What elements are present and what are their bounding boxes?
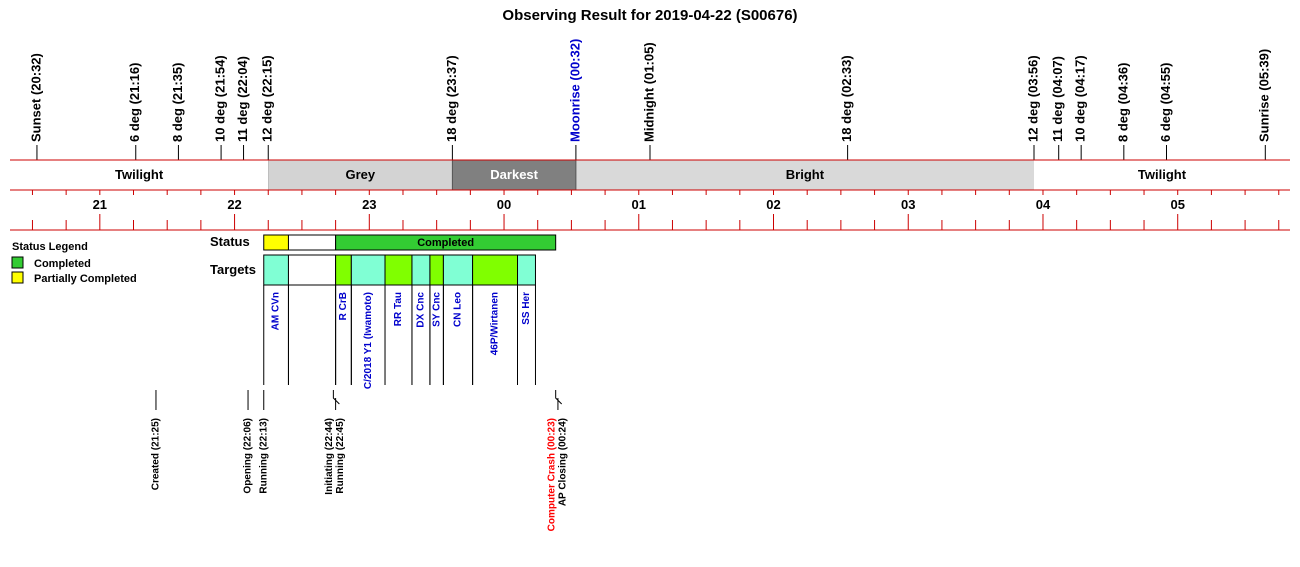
status-segment bbox=[263, 234, 289, 251]
target-label: AM CVn bbox=[271, 292, 282, 330]
hour-axis: 21 22 23 00 01 02 03 04 05 bbox=[10, 190, 1290, 231]
event-label: 6 deg (21:16) bbox=[127, 63, 142, 142]
log-event-label: AP Closing (00:24) bbox=[557, 418, 568, 506]
log-event-label: Opening (22:06) bbox=[243, 418, 254, 494]
status-legend: Status Legend Completed Partially Complet… bbox=[11, 241, 137, 285]
log-event-label: Running (22:13) bbox=[258, 418, 269, 494]
chart-title: Observing Result for 2019-04-22 (S00676) bbox=[502, 7, 797, 24]
target-block bbox=[335, 254, 352, 286]
hour-label: 00 bbox=[497, 197, 511, 212]
sky-band bbox=[452, 160, 576, 190]
hour-label: 21 bbox=[93, 197, 107, 212]
targets-row: Targets AM CVn R CrB C/2018 Y1 (Iwamoto) RR… bbox=[210, 254, 536, 389]
event-label: 12 deg (22:15) bbox=[260, 55, 275, 142]
status-segment bbox=[335, 234, 557, 251]
log-event-label: Running (22:45) bbox=[335, 418, 346, 494]
event-markers: Sunset (20:32) 6 deg (21:16) 8 deg (21:35)… bbox=[28, 39, 1272, 190]
legend-title: Status Legend bbox=[12, 241, 88, 253]
targets-row-label: Targets bbox=[210, 262, 256, 277]
target-label: R CrB bbox=[338, 292, 349, 320]
event-label: 11 deg (04:07) bbox=[1050, 56, 1065, 142]
target-label: DX Cnc bbox=[416, 292, 427, 328]
target-block bbox=[350, 254, 386, 286]
hour-label: 03 bbox=[901, 197, 915, 212]
log-event-label: Created (21:25) bbox=[151, 418, 162, 490]
hour-label: 01 bbox=[632, 197, 646, 212]
event-label: Midnight (01:05) bbox=[641, 42, 656, 142]
hour-label: 02 bbox=[766, 197, 780, 212]
target-label: SY Cnc bbox=[431, 292, 442, 327]
event-label: 10 deg (04:17) bbox=[1073, 55, 1088, 142]
sky-band-label: Twilight bbox=[115, 167, 164, 182]
event-label: 12 deg (03:56) bbox=[1025, 55, 1040, 142]
sky-band bbox=[10, 160, 269, 190]
sky-band bbox=[1034, 160, 1290, 190]
event-label: Moonrise (00:32) bbox=[567, 39, 582, 142]
target-block bbox=[517, 254, 536, 286]
sky-band-label: Bright bbox=[786, 167, 825, 182]
sky-band-label: Twilight bbox=[1138, 167, 1187, 182]
status-segment bbox=[287, 234, 337, 251]
status-row-label: Status bbox=[210, 234, 250, 249]
legend-label: Completed bbox=[34, 258, 91, 270]
status-row: Status Completed bbox=[210, 234, 557, 251]
status-segment-label: Completed bbox=[417, 237, 474, 249]
event-label: Sunrise (05:39) bbox=[1257, 49, 1272, 142]
target-label: C/2018 Y1 (Iwamoto) bbox=[363, 292, 374, 389]
sky-band-row: Twilight Grey Darkest Bright Twilight bbox=[10, 159, 1290, 191]
hour-label: 05 bbox=[1170, 197, 1184, 212]
legend-swatch bbox=[11, 256, 24, 269]
sky-band bbox=[268, 160, 453, 190]
legend-label: Partially Completed bbox=[34, 273, 137, 285]
sky-band bbox=[575, 160, 1034, 190]
target-block bbox=[384, 254, 413, 286]
event-label: 18 deg (02:33) bbox=[839, 55, 854, 142]
event-label: 8 deg (21:35) bbox=[170, 63, 185, 142]
target-block bbox=[472, 254, 519, 286]
event-label: 10 deg (21:54) bbox=[213, 55, 228, 142]
event-label: Sunset (20:32) bbox=[28, 53, 43, 142]
log-tick bbox=[332, 390, 340, 410]
target-label: RR Tau bbox=[393, 292, 404, 326]
hour-label: 04 bbox=[1036, 197, 1051, 212]
target-label: 46P/Wirtanen bbox=[490, 292, 501, 355]
event-label: 18 deg (23:37) bbox=[444, 55, 459, 142]
target-block bbox=[287, 254, 337, 286]
event-label: 11 deg (22:04) bbox=[235, 56, 250, 142]
target-block bbox=[411, 254, 431, 286]
sky-band-label: Darkest bbox=[490, 167, 538, 182]
target-block bbox=[442, 254, 474, 286]
log-tick bbox=[555, 390, 563, 410]
event-label: 6 deg (04:55) bbox=[1158, 63, 1173, 142]
sky-band-label: Grey bbox=[345, 167, 375, 182]
log-events: Created (21:25) Opening (22:06) Running (2… bbox=[151, 390, 568, 531]
log-event-label: Computer Crash (00:23) bbox=[546, 418, 557, 531]
hour-label: 23 bbox=[362, 197, 376, 212]
target-block bbox=[263, 254, 289, 286]
event-label: 8 deg (04:36) bbox=[1115, 63, 1130, 142]
target-label: CN Leo bbox=[453, 292, 464, 327]
hour-label: 22 bbox=[227, 197, 241, 212]
target-label: SS Her bbox=[521, 292, 532, 325]
legend-swatch bbox=[11, 271, 24, 284]
target-block bbox=[429, 254, 444, 286]
log-event-label: Initiating (22:44) bbox=[324, 418, 335, 495]
